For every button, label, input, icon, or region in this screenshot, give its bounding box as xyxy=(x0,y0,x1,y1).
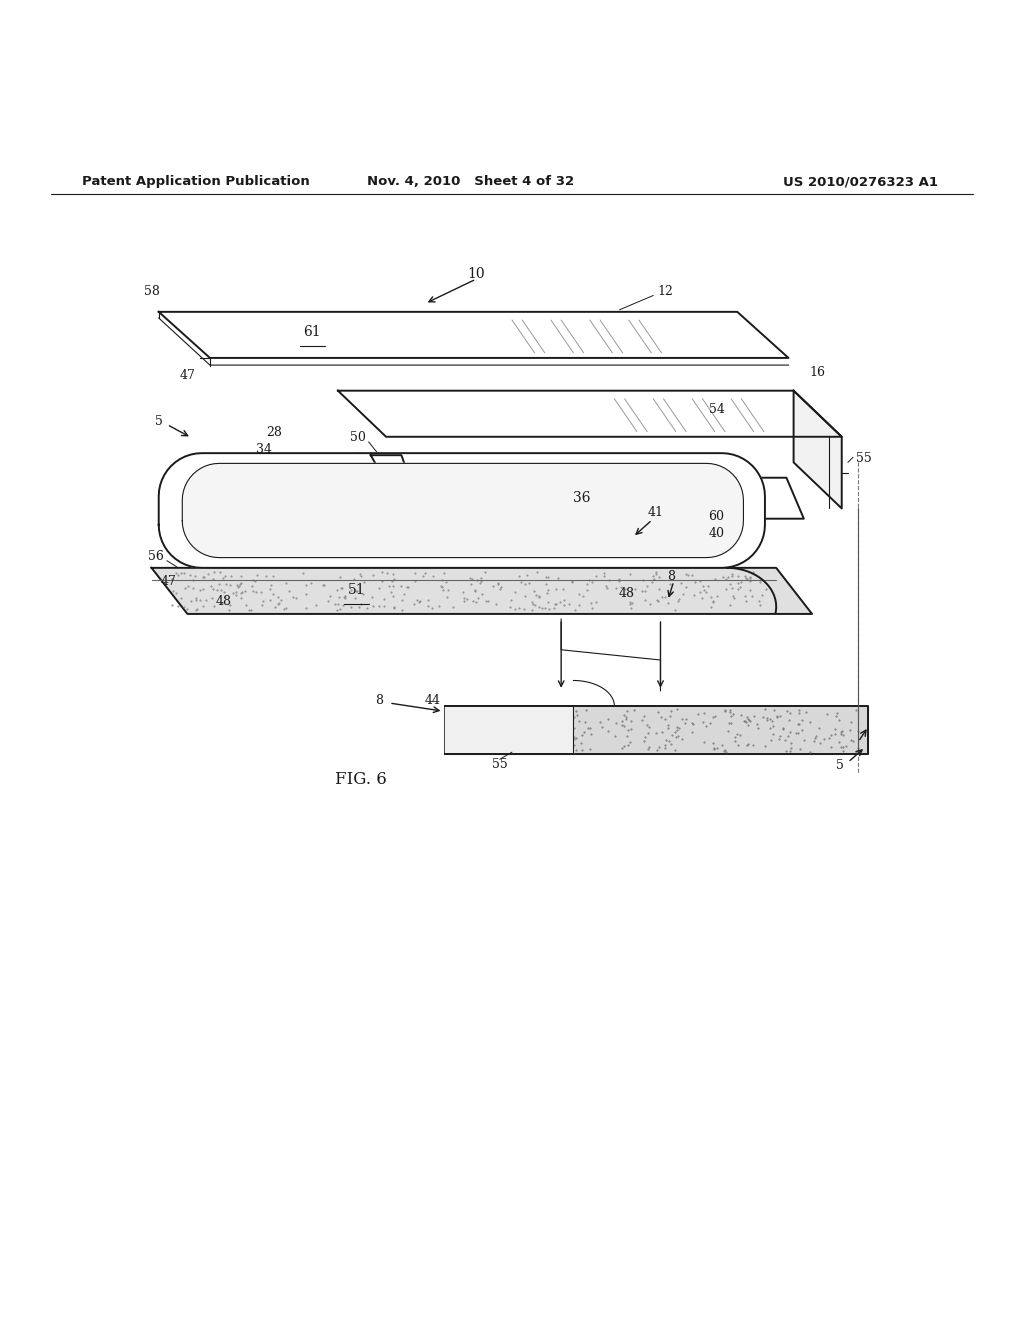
Text: 55: 55 xyxy=(492,758,508,771)
Text: FIG. 6: FIG. 6 xyxy=(335,771,386,788)
Text: 10: 10 xyxy=(467,267,485,281)
Polygon shape xyxy=(182,463,743,557)
Text: 16: 16 xyxy=(809,366,825,379)
Text: 48: 48 xyxy=(215,595,231,609)
Text: 55: 55 xyxy=(856,451,871,465)
Polygon shape xyxy=(159,312,788,358)
Text: 47: 47 xyxy=(179,368,196,381)
Text: Nov. 4, 2010   Sheet 4 of 32: Nov. 4, 2010 Sheet 4 of 32 xyxy=(368,176,574,189)
Text: 36: 36 xyxy=(572,491,591,506)
Polygon shape xyxy=(338,391,842,437)
Polygon shape xyxy=(445,706,573,754)
Text: 61: 61 xyxy=(303,325,322,339)
Text: 5: 5 xyxy=(836,759,844,772)
Text: US 2010/0276323 A1: US 2010/0276323 A1 xyxy=(782,176,938,189)
Text: Patent Application Publication: Patent Application Publication xyxy=(82,176,309,189)
Polygon shape xyxy=(371,455,407,470)
Text: 40: 40 xyxy=(709,527,725,540)
Text: 8: 8 xyxy=(667,569,675,582)
Text: 58: 58 xyxy=(143,285,160,298)
Text: 48: 48 xyxy=(618,587,635,599)
Text: 8: 8 xyxy=(375,694,383,708)
Polygon shape xyxy=(794,391,842,508)
Text: 5: 5 xyxy=(155,414,163,428)
Text: 60: 60 xyxy=(709,510,725,523)
Polygon shape xyxy=(152,568,812,614)
Text: 12: 12 xyxy=(657,285,674,298)
Text: 28: 28 xyxy=(266,426,283,440)
Polygon shape xyxy=(338,478,804,519)
Text: 41: 41 xyxy=(647,506,664,519)
Text: 47: 47 xyxy=(161,574,177,587)
Text: 44: 44 xyxy=(425,694,441,708)
Text: 34: 34 xyxy=(256,442,272,455)
Text: 54: 54 xyxy=(709,403,725,416)
Polygon shape xyxy=(159,453,765,568)
Text: 50: 50 xyxy=(350,432,367,445)
Polygon shape xyxy=(445,706,868,754)
Text: 51: 51 xyxy=(347,583,366,598)
Text: 56: 56 xyxy=(147,550,164,564)
